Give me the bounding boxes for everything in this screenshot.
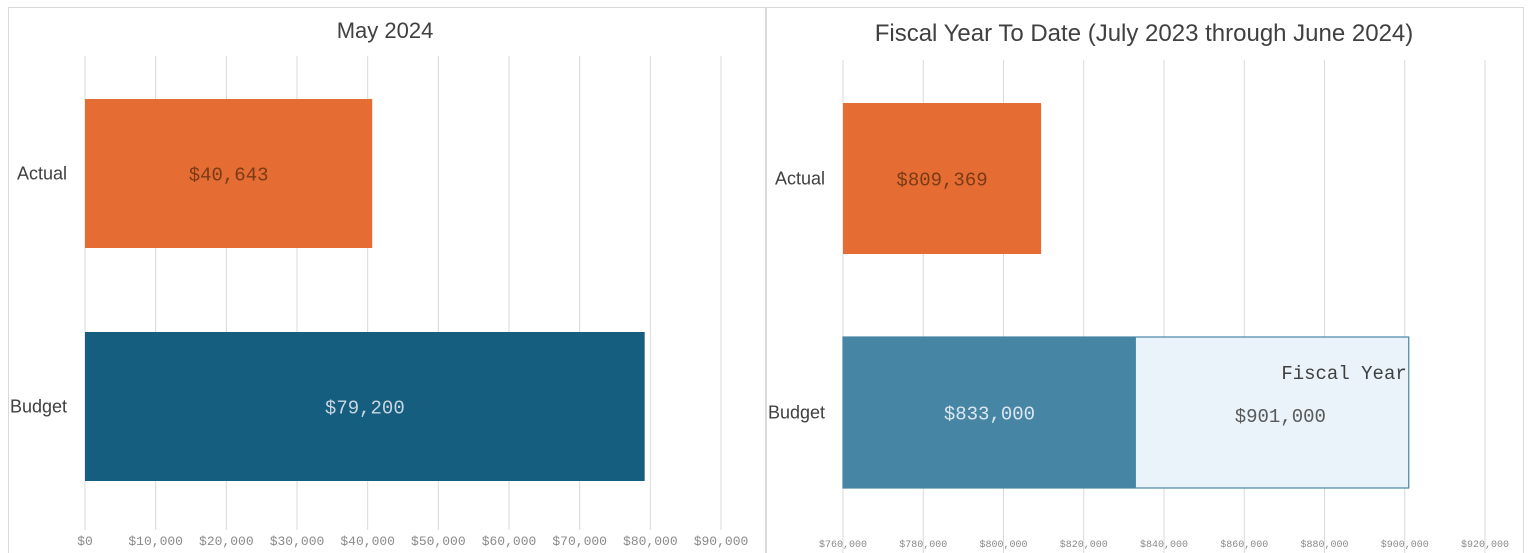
- x-tick-label: $20,000: [199, 534, 254, 549]
- category-label-budget: Budget: [768, 403, 825, 423]
- x-tick-label: $70,000: [552, 534, 607, 549]
- category-label-budget: Budget: [10, 397, 67, 417]
- x-tick-label: $50,000: [411, 534, 466, 549]
- x-tick-label: $920,000: [1461, 539, 1509, 551]
- x-tick-label: $780,000: [899, 539, 947, 551]
- chart-title: Fiscal Year To Date (July 2023 through J…: [875, 20, 1414, 47]
- x-tick-label: $80,000: [623, 534, 678, 549]
- bar-budget: [85, 332, 645, 481]
- x-tick-label: $30,000: [270, 534, 325, 549]
- data-label-actual: $40,643: [189, 165, 269, 187]
- x-tick-label: $800,000: [979, 539, 1027, 551]
- fytd-bar-chart: Fiscal Year To Date (July 2023 through J…: [768, 20, 1509, 553]
- x-tick-label: $860,000: [1220, 539, 1268, 551]
- x-tick-label: $880,000: [1300, 539, 1348, 551]
- chart-panel-fytd: Fiscal Year To Date (July 2023 through J…: [766, 7, 1524, 553]
- category-label-actual: Actual: [17, 164, 67, 184]
- bar-actual: [843, 103, 1042, 254]
- x-tick-label: $820,000: [1060, 539, 1108, 551]
- x-tick-label: $90,000: [694, 534, 749, 549]
- x-tick-label: $760,000: [819, 539, 867, 551]
- category-label-actual: Actual: [775, 169, 825, 189]
- monthly-bar-chart: May 2024 $40,643 Actual $79,200 Budget $0 $10,…: [10, 18, 749, 549]
- data-label-budget: $79,200: [325, 398, 405, 420]
- x-tick-label: $60,000: [482, 534, 537, 549]
- data-label-actual: $809,369: [896, 170, 987, 192]
- bar-actual: [85, 99, 373, 248]
- x-tick-label: $900,000: [1381, 539, 1429, 551]
- x-tick-label: $0: [77, 534, 93, 549]
- bar-budget: [843, 337, 1136, 488]
- fiscal-year-label: Fiscal Year: [1281, 363, 1406, 385]
- x-tick-label: $40,000: [340, 534, 395, 549]
- fiscal-year-value-label: $901,000: [1235, 406, 1326, 428]
- x-tick-label: $840,000: [1140, 539, 1188, 551]
- chart-panel-monthly: May 2024 $40,643 Actual $79,200 Budget $0 $10,…: [8, 7, 766, 553]
- data-label-budget: $833,000: [944, 404, 1035, 426]
- chart-title: May 2024: [337, 18, 434, 43]
- x-tick-label: $10,000: [128, 534, 183, 549]
